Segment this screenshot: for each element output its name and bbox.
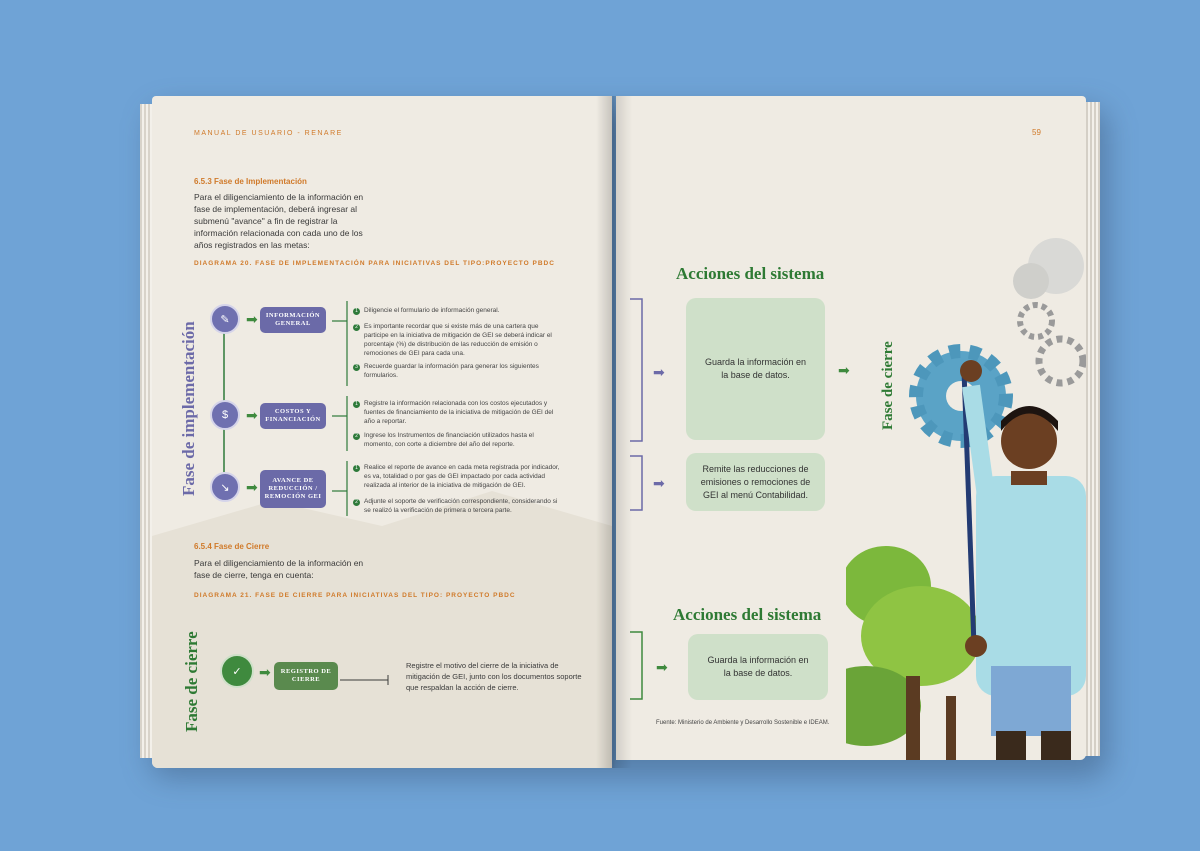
- step1-num1: 1: [353, 308, 360, 315]
- arrow-right-icon: ➡: [656, 659, 668, 675]
- page-background-shapes: [152, 491, 612, 768]
- acciones-title-1: Acciones del sistema: [676, 264, 825, 283]
- right-page: 59 Acciones del sistema ➡ Guarda la info…: [616, 96, 1086, 760]
- arrow-right-icon: ➡: [259, 664, 271, 680]
- arrow-right-icon: ➡: [246, 479, 258, 495]
- right-brackets: [630, 298, 643, 700]
- card-text: Remite las reducciones de emisiones o re…: [700, 463, 811, 500]
- arrow-right-icon: ➡: [653, 364, 665, 380]
- step-avance-reduccion: AVANCE DE REDUCCIÓN / REMOCIÓN GEI: [260, 470, 326, 508]
- diagram-21-caption: DIAGRAMA 21. FASE DE CIERRE PARA INICIAT…: [194, 592, 516, 599]
- step1-item1: Diligencie el formulario de información …: [364, 307, 500, 314]
- step1-num3: 3: [353, 364, 360, 371]
- step-costos-financiacion: COSTOS Y FINANCIACIÓN: [260, 403, 326, 429]
- step1-item3: Recuerde guardar la información para gen…: [364, 363, 539, 379]
- step1-item2: Es importante recordar que si existe más…: [364, 323, 552, 357]
- arrow-right-icon: ➡: [838, 362, 850, 378]
- step3-item2: Adjunte el soporte de verificación corre…: [364, 498, 558, 514]
- step2-item1: Registre la información relacionada con …: [364, 400, 554, 425]
- section-title-implementation: 6.5.3 Fase de Implementación: [194, 177, 307, 186]
- step2-item2: Ingrese los Instrumentos de financiación…: [364, 432, 534, 448]
- step-informacion-general: INFORMACIÓN GENERAL: [260, 307, 326, 333]
- vertical-title-fase-cierre: Fase de cierre: [880, 341, 896, 430]
- card-text: Guarda la información en la base de dato…: [704, 357, 807, 380]
- scientist-illustration: [846, 238, 1086, 760]
- coin-icon: $: [210, 400, 240, 430]
- arrow-right-icon: ➡: [653, 475, 665, 491]
- check-circle-icon: ✓: [220, 654, 254, 688]
- card-guarda-informacion-1: Guarda la información en la base de dato…: [686, 298, 825, 440]
- arrow-right-icon: ➡: [246, 407, 258, 423]
- acciones-title-2: Acciones del sistema: [673, 605, 822, 624]
- page-number: 59: [1032, 128, 1041, 137]
- section-body-implementation: Para el diligenciamiento de la informaci…: [194, 192, 364, 250]
- diagram-20-caption: DIAGRAMA 20. FASE DE IMPLEMENTACIÓN PARA…: [194, 260, 555, 267]
- running-header: MANUAL DE USUARIO - RENARE: [194, 130, 343, 137]
- step2-num1: 1: [353, 401, 360, 408]
- diagram-connectors: [223, 301, 389, 685]
- step1-num2: 2: [353, 324, 360, 331]
- clipboard-icon: ✎: [210, 304, 240, 334]
- source-note: Fuente: Ministerio de Ambiente y Desarro…: [656, 720, 830, 726]
- trend-down-icon: ↘: [210, 472, 240, 502]
- page-edges-right: [1084, 102, 1100, 756]
- left-page: MANUAL DE USUARIO - RENARE 6.5.3 Fase de…: [152, 96, 612, 768]
- book-spine: [596, 96, 632, 768]
- arrow-right-icon: ➡: [246, 311, 258, 327]
- page-edges-left: [140, 104, 154, 758]
- card-text: Guarda la información en la base de dato…: [707, 655, 809, 678]
- section-body-cierre: Para el diligenciamiento de la informaci…: [194, 558, 364, 580]
- step2-num2: 2: [353, 433, 360, 440]
- card-remite-reducciones: Remite las reducciones de emisiones o re…: [686, 453, 825, 511]
- section-title-cierre: 6.5.4 Fase de Cierre: [194, 542, 270, 551]
- step3-num1: 1: [353, 465, 360, 472]
- step-registro-cierre: REGISTRO DE CIERRE: [274, 662, 338, 690]
- cierre-description: Registre el motivo del cierre de la inic…: [406, 661, 582, 692]
- card-guarda-informacion-2: Guarda la información en la base de dato…: [688, 634, 828, 700]
- vertical-title-cierre: Fase de cierre: [182, 631, 201, 732]
- step3-num2: 2: [353, 499, 360, 506]
- step3-item1: Realice el reporte de avance en cada met…: [364, 464, 560, 489]
